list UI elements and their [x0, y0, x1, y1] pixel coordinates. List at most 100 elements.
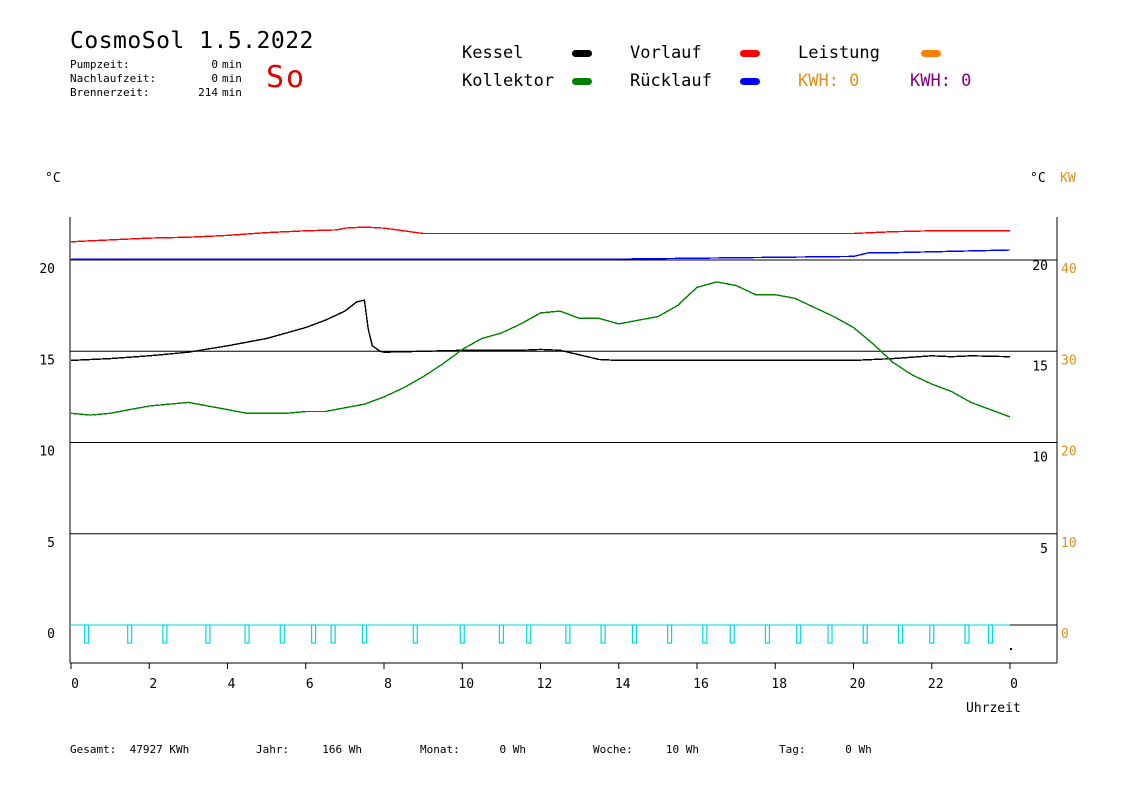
- chart-title: CosmoSol 1.5.2022: [70, 28, 314, 54]
- pump-pulse: [764, 624, 771, 644]
- pump-pulse: [964, 624, 970, 644]
- left-tick-label: 10: [39, 445, 55, 460]
- legend-vorlauf-swatch: [740, 50, 760, 57]
- kw-tick-label: 40: [1061, 262, 1077, 277]
- pump-pulse: [84, 624, 90, 644]
- stat-brennerzeit: Brennerzeit: 214 min: [70, 86, 242, 99]
- left-tick-label: 20: [39, 262, 55, 277]
- pump-pulse: [987, 624, 994, 644]
- right-tick-label: 5: [1040, 542, 1048, 557]
- pump-pulse: [667, 624, 673, 644]
- legend-leistung-swatch: [921, 50, 941, 57]
- pump-pulse: [600, 624, 606, 644]
- series-kollektor: [70, 281, 1011, 418]
- footer-label: Gesamt:: [70, 743, 117, 756]
- legend-kessel-swatch: [572, 50, 592, 57]
- pump-pulse: [310, 624, 317, 644]
- pump-pulse: [827, 624, 833, 644]
- legend-ruecklauf-swatch: [740, 78, 760, 85]
- pump-pulse: [205, 624, 211, 644]
- footer-label: Monat:: [420, 743, 460, 756]
- stat-nachlaufzeit: Nachlaufzeit: 0 min: [70, 72, 242, 85]
- pump-pulse: [330, 624, 336, 644]
- pump-pulse: [361, 624, 368, 644]
- x-tick-label: 12: [537, 677, 553, 692]
- footer-value: 0 Wh: [499, 743, 527, 756]
- x-tick-label: 16: [693, 677, 709, 692]
- x-tick-label: 0: [71, 677, 79, 692]
- stat-value: 0: [211, 72, 218, 85]
- x-tick-label: 2: [149, 677, 157, 692]
- stat-value: 214: [198, 86, 218, 99]
- stat-unit: min: [222, 72, 242, 85]
- pump-pulse: [459, 624, 465, 644]
- legend-leistung-label: Leistung: [798, 43, 880, 63]
- pump-pulse: [279, 624, 285, 644]
- legend-kessel-label: Kessel: [462, 43, 524, 63]
- end-marker: [1010, 648, 1012, 650]
- left-tick-label: 15: [39, 353, 55, 368]
- footer-value: 166 Wh: [322, 743, 362, 756]
- stat-pumpzeit: Pumpzeit: 0 min: [70, 58, 242, 71]
- kw-tick-label: 30: [1061, 353, 1077, 368]
- x-tick-label: 10: [458, 677, 474, 692]
- stat-label: Brennerzeit:: [70, 86, 150, 99]
- footer-value: 0 Wh: [845, 743, 872, 756]
- pump-pulse: [412, 624, 418, 644]
- kw-tick-label: 20: [1061, 445, 1077, 460]
- x-tick-label: 6: [306, 677, 314, 692]
- footer-value: 10 Wh: [665, 743, 699, 756]
- x-tick-label: 4: [228, 677, 236, 692]
- left-tick-label: 5: [47, 536, 55, 551]
- kw-tick-label: 0: [1061, 627, 1069, 642]
- stat-label: Nachlaufzeit:: [70, 72, 157, 85]
- x-tick-label: 8: [384, 677, 392, 692]
- series-vorlauf: [70, 226, 1010, 243]
- stat-unit: min: [222, 58, 242, 71]
- footer-label: Woche:: [593, 743, 633, 756]
- x-tick-label: 18: [771, 677, 787, 692]
- kw-tick-label: 10: [1061, 536, 1077, 551]
- pump-pulse: [729, 624, 735, 644]
- x-tick-label: 14: [615, 677, 631, 692]
- legend-kollektor-swatch: [572, 78, 592, 85]
- left-axis-unit: °C: [45, 171, 61, 186]
- legend-vorlauf-label: Vorlauf: [630, 43, 702, 63]
- pump-pulse: [796, 624, 802, 644]
- right-tick-label: 15: [1032, 359, 1048, 374]
- x-axis-label: Uhrzeit: [966, 701, 1021, 716]
- footer-label: Jahr:: [256, 743, 290, 756]
- series-rcklauf: [71, 249, 1011, 260]
- right-tick-label: 10: [1032, 451, 1048, 466]
- x-tick-label: 22: [928, 677, 944, 692]
- footer-woche: Woche: 10 Wh: [593, 743, 699, 756]
- pump-pulse: [162, 624, 168, 644]
- footer-label: Tag:: [779, 743, 806, 756]
- pump-pulse: [526, 624, 532, 644]
- right-tick-label: 20: [1032, 259, 1048, 274]
- legend-kwh-purple: KWH: 0: [910, 71, 972, 91]
- weekday-label: So: [266, 60, 307, 95]
- stat-unit: min: [222, 86, 242, 99]
- footer-tag: Tag: 0 Wh: [779, 743, 872, 756]
- right-axis-unit-kw: KW: [1060, 171, 1076, 186]
- pump-pulse: [244, 624, 250, 644]
- pump-pulse: [565, 624, 571, 644]
- footer-value: 47927 KWh: [129, 743, 190, 756]
- footer-monat: Monat: 0 Wh: [420, 743, 526, 756]
- legend-kollektor-label: Kollektor: [462, 71, 555, 91]
- x-tick-label: 20: [850, 677, 866, 692]
- pump-pulse: [498, 624, 504, 644]
- pump-pulse: [929, 624, 935, 644]
- footer-gesamt: Gesamt: 47927 KWh: [70, 743, 189, 756]
- right-axis-unit: °C: [1030, 171, 1046, 186]
- pump-pulse: [631, 624, 638, 644]
- x-tick-label: 0: [1010, 677, 1018, 692]
- series-kessel: [70, 299, 1011, 362]
- legend-ruecklauf-label: Rücklauf: [630, 71, 712, 91]
- pump-pulse: [127, 624, 133, 644]
- pump-pulse: [702, 624, 708, 644]
- stat-label: Pumpzeit:: [70, 58, 130, 71]
- legend-kwh-orange: KWH: 0: [798, 71, 860, 91]
